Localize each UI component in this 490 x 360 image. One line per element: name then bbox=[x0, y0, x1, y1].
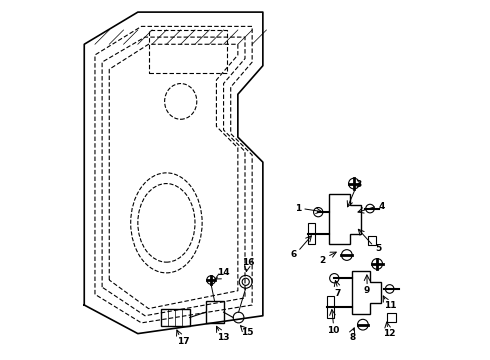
Text: 7: 7 bbox=[335, 289, 341, 298]
Text: 13: 13 bbox=[217, 333, 229, 342]
Bar bbox=[206, 301, 223, 323]
Text: 4: 4 bbox=[378, 202, 385, 211]
Text: 6: 6 bbox=[291, 250, 297, 259]
Text: 5: 5 bbox=[375, 244, 381, 253]
Text: 14: 14 bbox=[217, 268, 230, 277]
Text: 3: 3 bbox=[355, 180, 362, 189]
Text: 15: 15 bbox=[241, 328, 254, 337]
Bar bbox=[368, 237, 376, 245]
Bar bbox=[387, 313, 396, 322]
Text: 16: 16 bbox=[243, 258, 255, 267]
Text: 9: 9 bbox=[364, 286, 370, 295]
Text: 2: 2 bbox=[320, 256, 326, 265]
Text: 11: 11 bbox=[385, 301, 397, 310]
Text: 1: 1 bbox=[295, 204, 301, 213]
Text: 10: 10 bbox=[327, 325, 340, 334]
Text: 8: 8 bbox=[349, 333, 355, 342]
Text: 12: 12 bbox=[384, 329, 396, 338]
Text: 17: 17 bbox=[177, 337, 190, 346]
Bar bbox=[161, 309, 190, 327]
